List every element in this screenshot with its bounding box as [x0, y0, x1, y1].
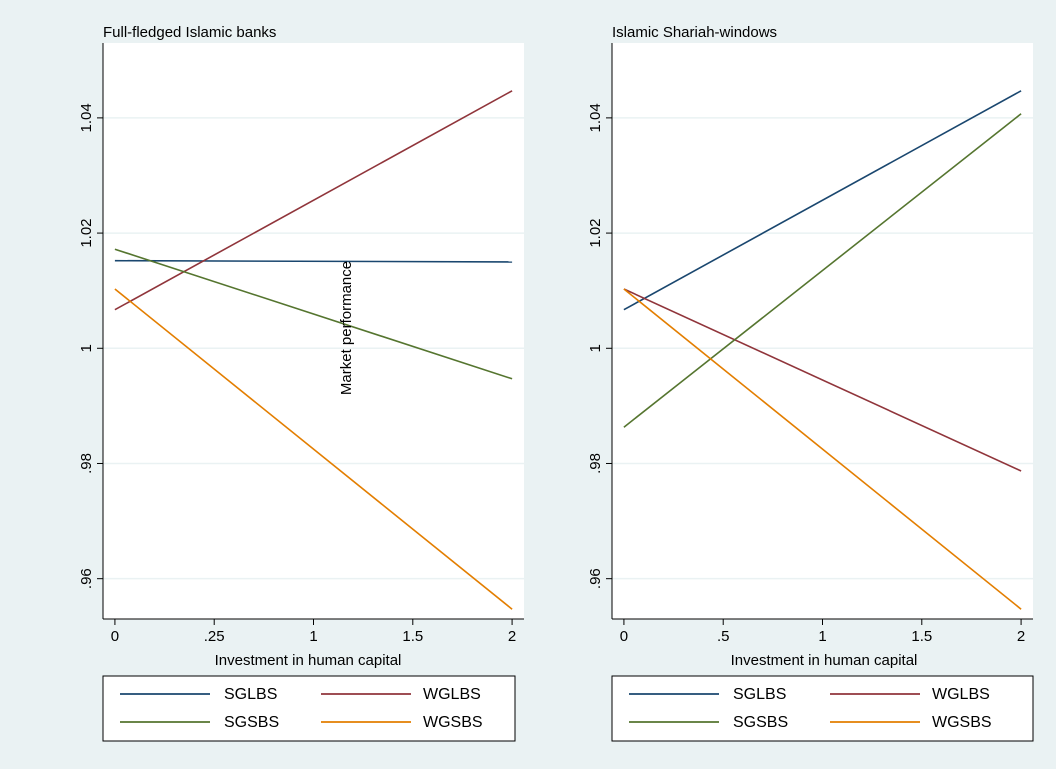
series-line-sgsbs	[114, 248, 513, 380]
x-tick-label: 1	[818, 628, 826, 645]
x-tick-label: 1.5	[402, 628, 423, 645]
legend-box	[611, 675, 1034, 742]
y-tick-label: .98	[587, 453, 604, 474]
y-tick-label: .98	[78, 453, 95, 474]
y-tick-label: 1.04	[78, 103, 95, 132]
panel-right-plot-area	[612, 43, 1033, 619]
series-line-sgsbs	[623, 113, 1022, 428]
x-tick-label: 1.5	[911, 628, 932, 645]
panel-left-plot-area	[103, 43, 524, 619]
legend-label-sglbs: SGLBS	[733, 686, 786, 703]
panel-right-title: Islamic Shariah-windows	[612, 24, 777, 41]
panel-left-legend: SGLBS WGLBS SGSBS WGSBS	[102, 675, 516, 742]
x-tick-label: .5	[717, 628, 730, 645]
legend-label-wglbs: WGLBS	[423, 686, 481, 703]
panel-left-series	[114, 90, 513, 610]
series-line-wgsbs	[623, 288, 1022, 610]
x-tick-label: 1	[309, 628, 317, 645]
panel-right-y-axis: .96 .98 1 1.02 1.04	[587, 43, 613, 619]
panel-right-x-axis: 0 .5 1 1.5 2	[612, 618, 1033, 645]
panel-left-title: Full-fledged Islamic banks	[103, 24, 276, 41]
legend-box	[102, 675, 516, 742]
y-tick-label: .96	[78, 568, 95, 589]
panel-left-x-axis: 0 .25 1 1.5 2	[103, 618, 524, 645]
series-line-sglbs	[623, 90, 1022, 311]
y-tick-label: 1.02	[78, 218, 95, 247]
series-line-sglbs	[114, 259, 513, 263]
legend-label-sglbs: SGLBS	[224, 686, 277, 703]
x-tick-label: 0	[620, 628, 628, 645]
shared-y-axis-label: Market performance	[338, 261, 355, 395]
y-tick-label: 1	[78, 344, 95, 352]
panel-right: Islamic Shariah-windows .96.9811.021.04 …	[587, 24, 1034, 742]
panel-left-y-axis: .96 .98 1 1.02 1.04	[78, 43, 104, 619]
series-line-wglbs	[114, 90, 513, 311]
panel-right-series	[623, 90, 1022, 610]
y-tick-label: 1	[587, 344, 604, 352]
x-tick-label: 2	[508, 628, 516, 645]
legend-label-wgsbs: WGSBS	[932, 714, 992, 731]
legend-label-sgsbs: SGSBS	[224, 714, 279, 731]
panel-left-x-axis-label: Investment in human capital	[215, 652, 402, 669]
panel-right-x-axis-label: Investment in human capital	[731, 652, 918, 669]
y-tick-label: 1.02	[587, 218, 604, 247]
legend-label-wglbs: WGLBS	[932, 686, 990, 703]
legend-label-sgsbs: SGSBS	[733, 714, 788, 731]
panel-right-grid	[612, 117, 1033, 580]
panel-left: Full-fledged Islamic banks .96 .98 1 1.02 1.…	[78, 24, 524, 742]
series-line-wgsbs	[114, 288, 513, 610]
panel-left-grid	[103, 117, 524, 580]
y-tick-label: 1.04	[587, 103, 604, 132]
x-tick-label: .25	[204, 628, 225, 645]
y-tick-label: .96	[587, 568, 604, 589]
x-tick-label: 0	[111, 628, 119, 645]
panel-right-legend: SGLBS WGLBS SGSBS WGSBS	[611, 675, 1034, 742]
legend-label-wgsbs: WGSBS	[423, 714, 483, 731]
x-tick-label: 2	[1017, 628, 1025, 645]
series-line-wglbs	[623, 288, 1022, 472]
